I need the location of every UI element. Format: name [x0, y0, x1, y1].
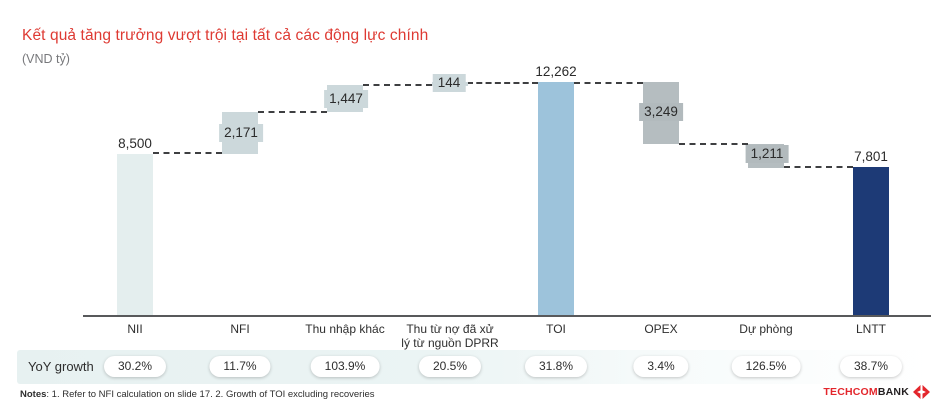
connector-dashed-line [363, 84, 432, 86]
axis-label-line: OPEX [644, 322, 678, 336]
x-axis-line [83, 315, 931, 317]
bar-toi [538, 82, 574, 315]
yoy-growth-badge: 126.5% [731, 356, 801, 377]
yoy-growth-badge: 103.9% [310, 356, 380, 377]
yoy-growth-badge: 3.4% [633, 356, 689, 377]
axis-label-lntt: LNTT [856, 322, 886, 336]
axis-label-nfi: NFI [230, 322, 249, 336]
connector-dashed-line [258, 111, 327, 113]
brand-wordmark-red: TECHCOM [823, 386, 878, 398]
brand-wordmark-dark: BANK [877, 386, 909, 398]
axis-label-line: Dự phòng [739, 322, 793, 336]
axis-label-opex: OPEX [644, 322, 677, 336]
axis-label-thu-tu-no-dprr: Thu từ nợ đã xử lý từ nguồn DPRR [401, 322, 498, 350]
bar-value-label: 12,262 [535, 64, 577, 79]
axis-label-line: Thu nhập khác [305, 322, 385, 336]
footnotes-text: : 1. Refer to NFI calculation on slide 1… [46, 389, 375, 400]
chart-unit-label: (VND tỷ) [22, 52, 70, 66]
yoy-growth-badge: 31.8% [524, 356, 588, 377]
axis-label-thu-nhap-khac: Thu nhập khác [305, 322, 384, 336]
techcombank-logo: TECHCOMBANK [823, 385, 930, 399]
axis-label-line: NII [127, 322, 143, 336]
axis-label-line: LNTT [856, 322, 886, 336]
yoy-growth-badge: 20.5% [418, 356, 482, 377]
bar-value-label: 1,211 [745, 145, 789, 163]
footnotes: Notes: 1. Refer to NFI calculation on sl… [20, 389, 375, 400]
footnotes-label: Notes [20, 389, 47, 400]
axis-label-nii: NII [127, 322, 142, 336]
axis-label-line: TOI [546, 322, 566, 336]
bar-value-label: 3,249 [639, 103, 683, 121]
connector-dashed-line [679, 143, 748, 145]
axis-label-line: NFI [230, 322, 250, 336]
yoy-growth-badge: 30.2% [103, 356, 167, 377]
bar-value-label: 8,500 [118, 136, 152, 151]
bar-lntt [853, 167, 889, 315]
connector-dashed-line [784, 166, 853, 168]
bar-nii [117, 154, 153, 316]
connector-dashed-line [153, 152, 222, 154]
techcombank-diamond-icon [913, 385, 930, 399]
axis-label-line: lý từ nguồn DPRR [401, 336, 499, 350]
bar-value-label: 2,171 [219, 124, 263, 142]
page-title: Kết quả tăng trưởng vượt trội tại tất cả… [22, 27, 429, 44]
brand-wordmark: TECHCOMBANK [823, 386, 909, 398]
bar-value-label: 144 [432, 74, 466, 92]
bar-value-label: 1,447 [324, 90, 368, 108]
yoy-growth-row-label: YoY growth [28, 359, 94, 374]
axis-label-toi: TOI [546, 322, 566, 336]
connector-dashed-line [574, 82, 643, 84]
axis-label-line: Thu từ nợ đã xử [406, 322, 494, 336]
yoy-growth-badge: 38.7% [839, 356, 903, 377]
bar-value-label: 7,801 [854, 149, 888, 164]
yoy-growth-badge: 11.7% [209, 356, 271, 377]
axis-label-du-phong: Dự phòng [739, 322, 792, 336]
connector-dashed-line [467, 82, 538, 84]
